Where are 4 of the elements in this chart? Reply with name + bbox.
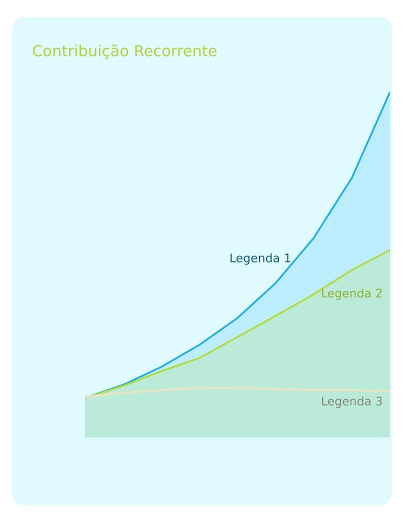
- series-label: Legenda 2: [322, 288, 382, 300]
- series-label: Legenda 3: [322, 396, 382, 408]
- series-label: Legenda 1: [230, 253, 290, 265]
- chart-title: Contribuição Recorrente: [32, 44, 216, 60]
